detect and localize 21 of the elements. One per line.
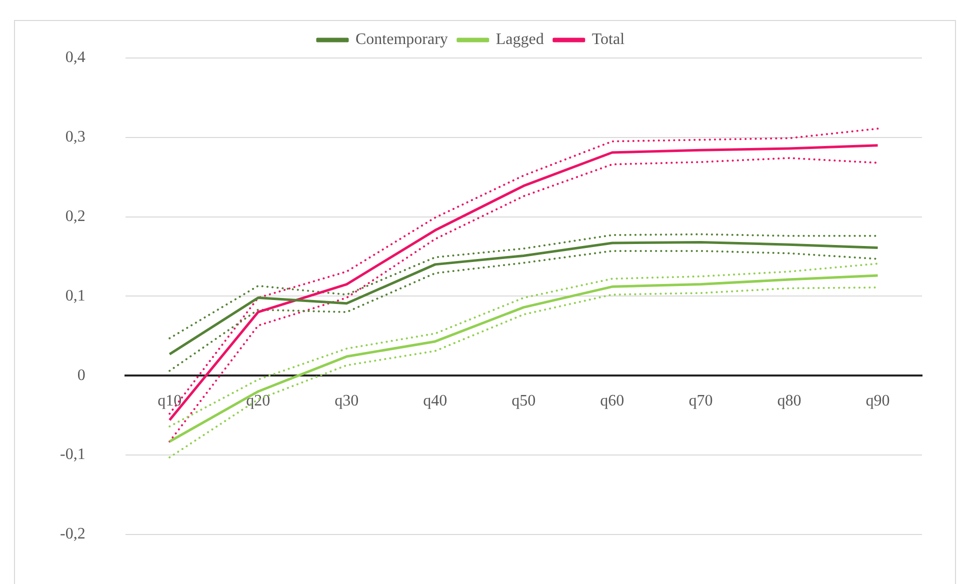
y-tick-label: 0,2 <box>65 208 86 226</box>
y-tick-label: 0,4 <box>65 49 86 66</box>
x-tick-label: q60 <box>600 392 624 410</box>
line-series <box>168 250 879 372</box>
x-tick-label: q50 <box>512 392 536 410</box>
x-tick-label: q20 <box>246 392 270 410</box>
x-tick-label: q80 <box>777 392 802 410</box>
x-tick-label: q70 <box>688 392 713 410</box>
legend-label: Lagged <box>496 31 544 48</box>
x-tick-label: q10 <box>158 392 182 410</box>
y-tick-label: -0,2 <box>60 526 86 543</box>
legend-label: Contemporary <box>355 31 448 48</box>
y-tick-label: -0,1 <box>60 446 86 464</box>
x-tick-label: q30 <box>334 392 359 410</box>
y-tick-label: 0,3 <box>65 128 86 146</box>
line-series <box>168 233 879 340</box>
y-tick-label: 0 <box>77 366 86 384</box>
legend-label: Total <box>592 31 626 48</box>
x-tick-label: q90 <box>866 392 890 410</box>
x-tick-label: q40 <box>423 392 448 410</box>
y-tick-label: 0,1 <box>65 287 86 304</box>
